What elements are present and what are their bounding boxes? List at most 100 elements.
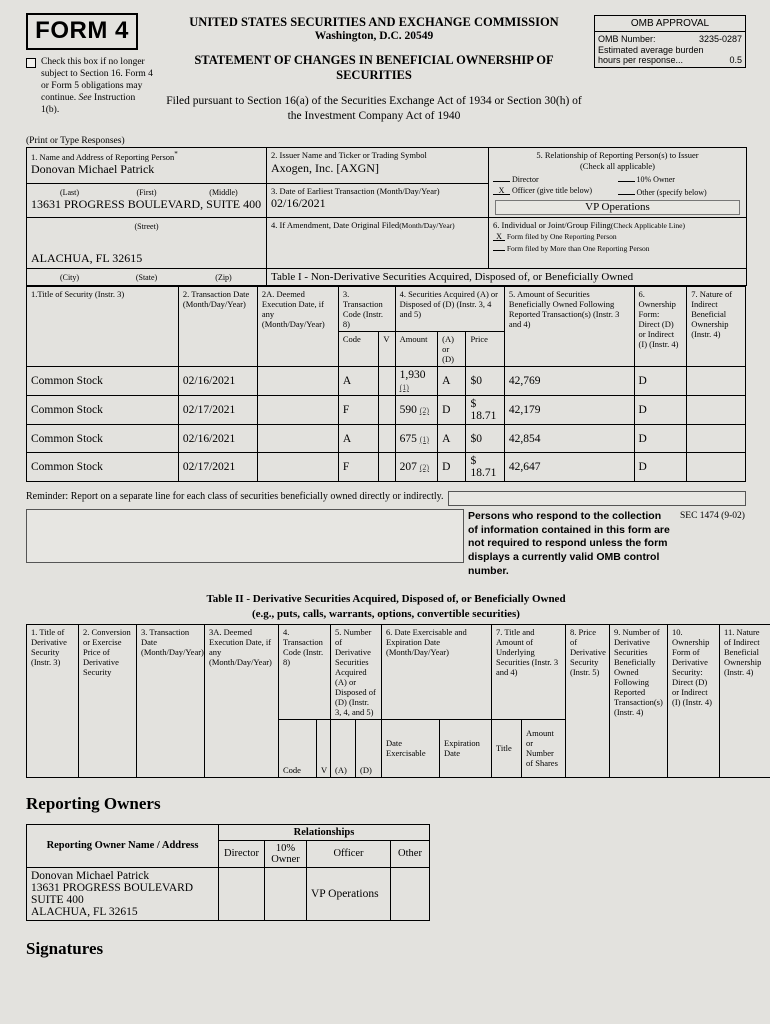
price: $0 bbox=[465, 424, 505, 454]
t1-sub-v: V bbox=[378, 331, 396, 368]
security-title: Common Stock bbox=[26, 452, 179, 483]
footnote-link[interactable]: (1) bbox=[419, 434, 430, 444]
t1-sub-price: Price bbox=[465, 331, 505, 368]
ownership-form: D bbox=[633, 395, 688, 426]
t2-sub-date-exercisable: Date Exercisable bbox=[381, 718, 441, 778]
code-v bbox=[378, 366, 396, 397]
t1-header-title: 1.Title of Security (Instr. 3) bbox=[26, 286, 179, 368]
reporting-owners-table: Reporting Owner Name / Address Relations… bbox=[26, 823, 430, 921]
director-checkbox[interactable] bbox=[493, 173, 510, 183]
t2-h8: 8. Price of Derivative Security (Instr. … bbox=[565, 623, 611, 778]
indirect-nature bbox=[686, 395, 746, 426]
omb-number-value: 3235-0287 bbox=[698, 34, 742, 44]
t2-h9: 9. Number of Derivative Securities Benef… bbox=[609, 623, 669, 778]
ro-officer-value: VP Operations bbox=[306, 866, 391, 921]
header-titles: UNITED STATES SECURITIES AND EXCHANGE CO… bbox=[154, 13, 594, 124]
section16-exempt-checkbox[interactable] bbox=[26, 58, 36, 68]
form4-document: FORM 4 Check this box if no longer subje… bbox=[26, 13, 770, 958]
ro-director-header: Director bbox=[218, 839, 265, 868]
t1-header-exec-date: 2A. Deemed Execution Date, if any (Month… bbox=[256, 286, 339, 368]
table1: 1.Title of Security (Instr. 3) 2. Transa… bbox=[26, 286, 746, 483]
one-person-checkbox[interactable]: X bbox=[493, 232, 505, 241]
reminder-entry-box bbox=[447, 491, 746, 507]
notice-entry-box bbox=[26, 509, 464, 564]
one-person-label: Form filed by One Reporting Person bbox=[506, 231, 617, 241]
officer-label: Officer (give title below) bbox=[512, 186, 593, 196]
ro-other-header: Other bbox=[390, 839, 430, 868]
t2-h2: 2. Conversion or Exercise Price of Deriv… bbox=[78, 623, 137, 778]
t1-header-code: 3. Transaction Code (Instr. 8) bbox=[337, 286, 396, 333]
ten-percent-owner-label: 10% Owner bbox=[636, 175, 675, 185]
other-label: Other (specify below) bbox=[636, 188, 707, 198]
ownership-form: D bbox=[633, 452, 688, 483]
table2: 1. Title of Derivative Security (Instr. … bbox=[26, 623, 770, 778]
table1-title: Table I - Non-Derivative Securities Acqu… bbox=[266, 268, 747, 287]
amount-cell: 1,930 (1) bbox=[394, 366, 439, 397]
issuer-name: Axogen, Inc. [AXGN] bbox=[271, 160, 379, 175]
t1-header-nature: 7. Nature of Indirect Beneficial Ownersh… bbox=[686, 286, 746, 368]
amount-cell: 675 (1) bbox=[394, 424, 439, 454]
table-row: Common Stock 02/17/2021 F 590 (2) D $ 18… bbox=[26, 395, 746, 426]
t1-sub-code: Code bbox=[337, 331, 380, 368]
amount-cell: 207 (2) bbox=[394, 452, 439, 483]
city-cell: (Street) ALACHUA, FL 32615 bbox=[26, 217, 267, 270]
reporting-person-cell: 1. Name and Address of Reporting Person*… bbox=[26, 146, 267, 184]
amendment-cell: 4. If Amendment, Date Original Filed(Mon… bbox=[266, 217, 489, 270]
t2-sub-v: V bbox=[315, 718, 332, 778]
ten-percent-owner-checkbox[interactable] bbox=[617, 173, 635, 183]
t1-sub-aord: (A) or (D) bbox=[437, 331, 467, 368]
code-v bbox=[378, 395, 396, 426]
omb-burden-label: Estimated average burden bbox=[598, 45, 704, 55]
city-label: (City) bbox=[59, 273, 80, 283]
t2-sub-code: Code bbox=[278, 718, 317, 778]
omb-number-label: OMB Number: bbox=[598, 34, 656, 44]
signatures-heading: Signatures bbox=[26, 938, 104, 958]
other-checkbox[interactable] bbox=[617, 186, 635, 196]
more-persons-checkbox[interactable] bbox=[493, 242, 505, 251]
filer-info-table: 1. Name and Address of Reporting Person*… bbox=[26, 146, 747, 287]
acquired-disposed: D bbox=[437, 452, 467, 483]
city-state-zip: ALACHUA, FL 32615 bbox=[31, 251, 143, 266]
shares-owned: 42,179 bbox=[503, 395, 635, 426]
table2-title-block: Table II - Derivative Securities Acquire… bbox=[26, 592, 746, 621]
shares-owned: 42,647 bbox=[503, 452, 635, 483]
omb-burden-label2: hours per response... bbox=[598, 55, 684, 65]
transaction-code: F bbox=[337, 452, 380, 483]
city-labels-cell: (City) (State) (Zip) bbox=[26, 268, 267, 287]
filed-pursuant-text: Filed pursuant to Section 16(a) of the S… bbox=[166, 95, 582, 122]
relationship-cell: 5. Relationship of Reporting Person(s) t… bbox=[488, 146, 747, 219]
table2-subtitle: (e.g., puts, calls, warrants, options, c… bbox=[252, 607, 520, 620]
agency-title: UNITED STATES SECURITIES AND EXCHANGE CO… bbox=[189, 15, 559, 29]
code-v bbox=[378, 424, 396, 454]
statement-title: STATEMENT OF CHANGES IN BENEFICIAL OWNER… bbox=[194, 53, 554, 82]
shares-owned: 42,854 bbox=[503, 424, 635, 454]
ro-ten-percent-header: 10% Owner bbox=[264, 839, 307, 868]
table2-title: Table II - Derivative Securities Acquire… bbox=[206, 593, 566, 606]
transaction-code: A bbox=[337, 366, 380, 397]
street-cell: (Last) (First) (Middle) 13631 PROGRESS B… bbox=[26, 182, 267, 219]
footnote-link[interactable]: (1) bbox=[399, 383, 409, 393]
officer-checkbox[interactable]: X bbox=[493, 186, 510, 196]
ro-officer-header: Officer bbox=[306, 839, 391, 868]
filing-type-cell: 6. Individual or Joint/Group Filing(Chec… bbox=[488, 217, 747, 270]
t1-header-acquired: 4. Securities Acquired (A) or Disposed o… bbox=[394, 286, 505, 333]
footnote-link[interactable]: (2) bbox=[419, 406, 430, 416]
t1-sub-amount: Amount bbox=[394, 331, 439, 368]
zip-label: (Zip) bbox=[215, 273, 232, 283]
footnote-link[interactable]: (2) bbox=[419, 463, 430, 473]
form-type-label: FORM 4 bbox=[26, 13, 138, 50]
deemed-exec-date bbox=[256, 395, 339, 426]
deemed-exec-date bbox=[256, 452, 339, 483]
last-label: (Last) bbox=[59, 187, 80, 197]
reporting-owner-row: Donovan Michael Patrick 13631 PROGRESS B… bbox=[26, 866, 430, 921]
indirect-nature bbox=[686, 424, 746, 454]
t2-h3: 3. Transaction Date (Month/Day/Year) bbox=[136, 623, 205, 778]
transaction-code: F bbox=[337, 395, 380, 426]
t2-h3a: 3A. Deemed Execution Date, if any (Month… bbox=[204, 623, 279, 778]
indirect-nature bbox=[686, 452, 746, 483]
t1-header-date: 2. Transaction Date (Month/Day/Year) bbox=[177, 286, 258, 368]
ro-relationships-header: Relationships bbox=[218, 823, 430, 841]
ro-name-header: Reporting Owner Name / Address bbox=[26, 823, 219, 868]
sec-form-reference: SEC 1474 (9-02) bbox=[680, 511, 745, 522]
officer-title-value: VP Operations bbox=[495, 200, 740, 216]
